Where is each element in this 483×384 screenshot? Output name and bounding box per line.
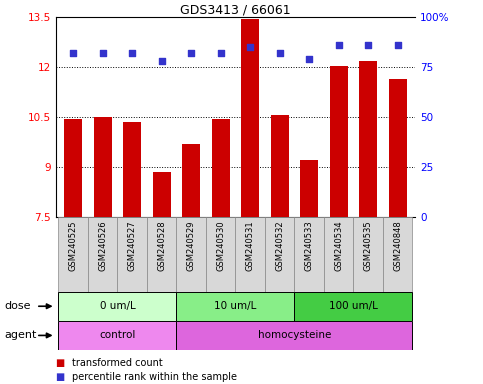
Bar bbox=[64, 119, 82, 217]
Text: GSM240527: GSM240527 bbox=[128, 221, 137, 271]
Text: transformed count: transformed count bbox=[72, 358, 163, 368]
Text: GSM240848: GSM240848 bbox=[393, 221, 402, 271]
Bar bbox=[389, 79, 407, 217]
Bar bbox=[176, 321, 412, 350]
Bar bbox=[236, 217, 265, 292]
Text: control: control bbox=[99, 330, 136, 341]
Text: GSM240526: GSM240526 bbox=[98, 221, 107, 271]
Point bbox=[276, 50, 284, 56]
Bar bbox=[383, 217, 412, 292]
Point bbox=[364, 42, 372, 48]
Bar bbox=[295, 292, 412, 321]
Text: agent: agent bbox=[5, 330, 37, 341]
Bar bbox=[58, 217, 88, 292]
Text: GSM240528: GSM240528 bbox=[157, 221, 166, 271]
Bar bbox=[153, 172, 170, 217]
Point bbox=[128, 50, 136, 56]
Text: percentile rank within the sample: percentile rank within the sample bbox=[72, 372, 238, 382]
Point bbox=[335, 42, 342, 48]
Bar bbox=[324, 217, 354, 292]
Text: GSM240531: GSM240531 bbox=[246, 221, 255, 271]
Text: GSM240533: GSM240533 bbox=[305, 221, 313, 271]
Text: GSM240529: GSM240529 bbox=[187, 221, 196, 271]
Bar bbox=[271, 116, 288, 217]
Point bbox=[305, 56, 313, 62]
Text: homocysteine: homocysteine bbox=[258, 330, 331, 341]
Bar bbox=[206, 217, 236, 292]
Bar bbox=[265, 217, 295, 292]
Text: dose: dose bbox=[5, 301, 31, 311]
Bar bbox=[242, 19, 259, 217]
Bar bbox=[176, 217, 206, 292]
Bar bbox=[330, 66, 348, 217]
Bar bbox=[295, 217, 324, 292]
Point bbox=[394, 42, 401, 48]
Text: ■: ■ bbox=[56, 358, 65, 368]
Text: 0 um/L: 0 um/L bbox=[99, 301, 135, 311]
Text: GSM240534: GSM240534 bbox=[334, 221, 343, 271]
Bar bbox=[117, 217, 147, 292]
Point bbox=[187, 50, 195, 56]
Text: 10 um/L: 10 um/L bbox=[214, 301, 256, 311]
Point bbox=[158, 58, 166, 64]
Text: GSM240535: GSM240535 bbox=[364, 221, 373, 271]
Bar bbox=[123, 122, 141, 217]
Bar bbox=[58, 292, 176, 321]
Point bbox=[99, 50, 107, 56]
Bar bbox=[94, 117, 112, 217]
Bar bbox=[58, 321, 176, 350]
Point bbox=[70, 50, 77, 56]
Text: GSM240532: GSM240532 bbox=[275, 221, 284, 271]
Bar bbox=[212, 119, 229, 217]
Bar bbox=[176, 292, 295, 321]
Bar bbox=[300, 161, 318, 217]
Text: GSM240525: GSM240525 bbox=[69, 221, 78, 271]
Text: ■: ■ bbox=[56, 372, 65, 382]
Bar bbox=[359, 61, 377, 217]
Bar bbox=[88, 217, 117, 292]
Bar bbox=[183, 144, 200, 217]
Bar bbox=[354, 217, 383, 292]
Point bbox=[217, 50, 225, 56]
Text: 100 um/L: 100 um/L bbox=[329, 301, 378, 311]
Text: GSM240530: GSM240530 bbox=[216, 221, 225, 271]
Title: GDS3413 / 66061: GDS3413 / 66061 bbox=[180, 3, 291, 16]
Point bbox=[246, 44, 254, 50]
Bar bbox=[147, 217, 176, 292]
